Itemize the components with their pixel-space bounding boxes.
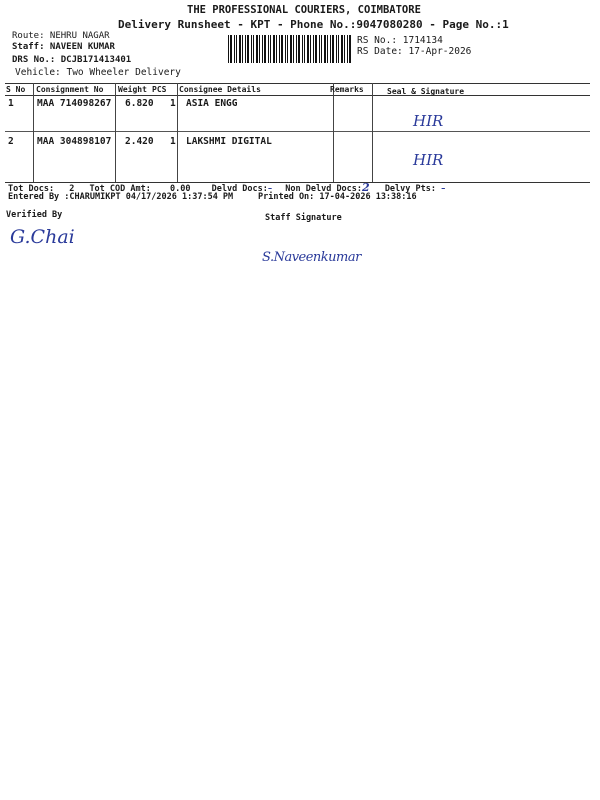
row-pcs: 1 <box>170 136 176 147</box>
barcode <box>228 35 351 63</box>
entered-by: Entered By :CHARUMIKPT 04/17/2026 1:37:5… <box>8 192 234 202</box>
non-delvd: 2 <box>362 181 370 194</box>
totals-line: Tot Docs: 2 Tot COD Amt: 0.00 Delvd Docs… <box>8 181 445 194</box>
barcode-bar <box>228 35 229 63</box>
barcode-bar <box>332 35 334 63</box>
barcode-bar <box>285 35 286 63</box>
col-pcs: PCS <box>152 85 167 94</box>
drs-number: DRS No.: DCJB171413401 <box>12 55 132 65</box>
row-weight: 2.420 <box>125 136 154 147</box>
printed-on: Printed On: 17-04-2026 13:38:16 <box>258 192 417 202</box>
barcode-bar <box>239 35 241 63</box>
route: Route: NEHRU NAGAR <box>12 31 110 41</box>
company-name: THE PROFESSIONAL COURIERS, COIMBATORE <box>187 4 421 16</box>
verified-by-label: Verified By <box>6 210 63 220</box>
barcode-bar <box>304 35 305 63</box>
barcode-bar <box>324 35 326 63</box>
barcode-bar <box>349 35 351 63</box>
barcode-bar <box>236 35 237 63</box>
row-consignee: LAKSHMI DIGITAL <box>186 136 272 147</box>
barcode-bar <box>279 35 280 63</box>
staff-signature-label: Staff Signature <box>265 213 342 223</box>
barcode-bar <box>259 35 260 63</box>
barcode-bar <box>341 35 343 63</box>
tot-cod-label: Tot COD Amt: <box>89 184 151 194</box>
staff-signature: S.Naveenkumar <box>262 250 361 265</box>
col-consignment: Consignment No <box>36 85 104 94</box>
barcode-bar <box>287 35 288 63</box>
row-weight: 6.820 <box>125 98 154 109</box>
barcode-bar <box>319 35 320 63</box>
rs-number: RS No.: 1714134 <box>357 35 443 46</box>
barcode-bar <box>281 35 283 63</box>
row-seal-handwritten: HIR <box>413 151 444 169</box>
barcode-bar <box>302 35 303 63</box>
barcode-bar <box>268 35 269 63</box>
barcode-bar <box>313 35 314 63</box>
delvy-pts-label: Delvy Pts: <box>384 184 436 194</box>
runsheet-title: Delivery Runsheet - KPT - Phone No.:9047… <box>118 18 509 31</box>
row-consignment: MAA 714098267 <box>37 98 112 109</box>
row-sno: 2 <box>8 136 14 147</box>
barcode-bar <box>307 35 309 63</box>
barcode-bar <box>347 35 348 63</box>
row-pcs: 1 <box>170 98 176 109</box>
barcode-bar <box>276 35 277 63</box>
barcode-bar <box>336 35 337 63</box>
barcode-bar <box>290 35 292 63</box>
col-weight: Weight <box>118 85 147 94</box>
row-sno: 1 <box>8 98 14 109</box>
barcode-bar <box>245 35 246 63</box>
barcode-bar <box>330 35 331 63</box>
delvd-docs: – <box>267 184 273 194</box>
row-consignment: MAA 304898107 <box>37 136 112 147</box>
barcode-bar <box>321 35 322 63</box>
col-seal: Seal & Signature <box>387 87 465 96</box>
delvy-pts: – <box>441 184 446 194</box>
row-consignee: ASIA ENGG <box>186 98 238 109</box>
col-sno: S No <box>6 85 26 94</box>
barcode-bar <box>253 35 254 63</box>
col-remarks: Remarks <box>330 85 364 94</box>
rs-date: RS Date: 17-Apr-2026 <box>357 46 472 57</box>
barcode-bar <box>262 35 263 63</box>
barcode-bar <box>293 35 294 63</box>
col-consignee: Consignee Details <box>179 85 261 94</box>
row-seal-handwritten: HIR <box>413 112 444 130</box>
barcode-bar <box>256 35 258 63</box>
barcode-bar <box>298 35 300 63</box>
barcode-bar <box>270 35 271 63</box>
barcode-bar <box>273 35 275 63</box>
barcode-bar <box>242 35 243 63</box>
staff: Staff: NAVEEN KUMAR <box>12 42 115 52</box>
barcode-bar <box>251 35 252 63</box>
delvd-docs-label: Delvd Docs: <box>211 184 268 194</box>
barcode-bar <box>327 35 328 63</box>
barcode-bar <box>310 35 311 63</box>
tot-docs-label: Tot Docs: <box>8 184 55 194</box>
barcode-bar <box>315 35 317 63</box>
barcode-bar <box>296 35 297 63</box>
tot-docs: 2 <box>69 184 75 194</box>
barcode-bar <box>230 35 232 63</box>
barcode-bar <box>338 35 339 63</box>
tot-cod: 0.00 <box>169 184 191 194</box>
barcode-bar <box>344 35 345 63</box>
vehicle: Vehicle: Two Wheeler Delivery <box>15 67 181 78</box>
verifier-signature: G.Chai <box>10 226 75 248</box>
barcode-bar <box>264 35 266 63</box>
barcode-bar <box>247 35 249 63</box>
non-delvd-label: Non Delvd Docs: <box>285 184 363 194</box>
barcode-bar <box>234 35 235 63</box>
